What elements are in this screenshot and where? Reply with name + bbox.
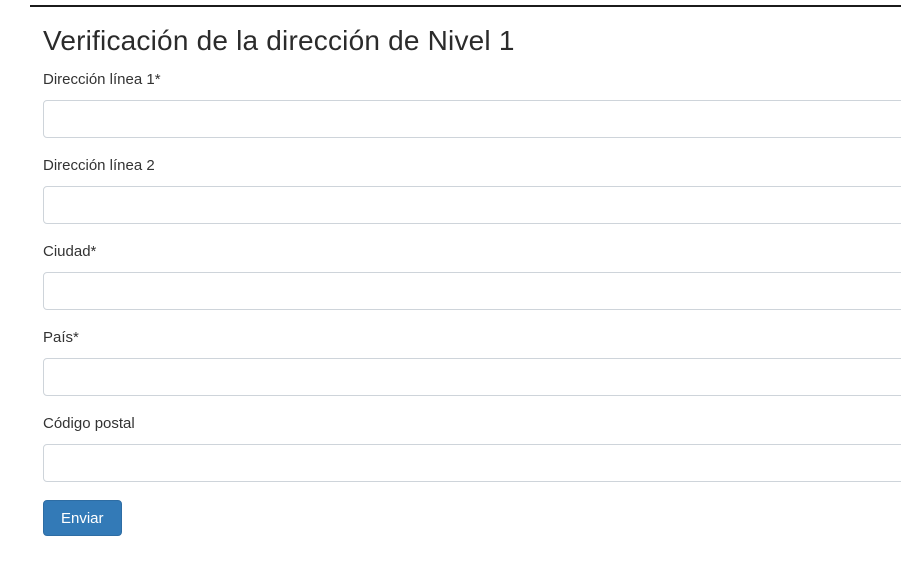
- postal-code-label-text: Código postal: [43, 414, 135, 432]
- address-line-1-input[interactable]: [43, 99, 901, 138]
- required-asterisk: *: [73, 328, 79, 346]
- address-line-2-label: Dirección línea 2: [43, 156, 901, 176]
- country-label-text: País: [43, 328, 74, 346]
- city-label-text: Ciudad: [43, 242, 91, 260]
- city-label: Ciudad*: [43, 242, 901, 262]
- country-input[interactable]: [43, 357, 901, 396]
- required-asterisk: *: [90, 242, 97, 260]
- top-divider-rule: [30, 5, 901, 7]
- address-verification-page: Verificación de la dirección de Nivel 1 …: [0, 24, 901, 536]
- address-verification-form: Dirección línea 1* Dirección línea 2 Ciu…: [43, 70, 901, 536]
- postal-code-label: Código postal: [43, 414, 901, 434]
- city-input[interactable]: [43, 271, 901, 310]
- address-line-1-label: Dirección línea 1*: [43, 70, 901, 90]
- form-group-country: País*: [43, 328, 901, 396]
- form-group-address-line-1: Dirección línea 1*: [43, 70, 901, 138]
- form-group-city: Ciudad*: [43, 242, 901, 310]
- page-title: Verificación de la dirección de Nivel 1: [43, 25, 515, 56]
- submit-button[interactable]: Enviar: [43, 499, 122, 536]
- address-line-1-label-text: Dirección línea 1: [43, 70, 155, 88]
- country-label: País*: [43, 328, 901, 348]
- form-group-address-line-2: Dirección línea 2: [43, 156, 901, 224]
- required-asterisk: *: [154, 70, 161, 88]
- address-line-2-label-text: Dirección línea 2: [43, 156, 155, 174]
- postal-code-input[interactable]: [43, 443, 901, 482]
- address-line-2-input[interactable]: [43, 185, 901, 224]
- form-group-postal-code: Código postal: [43, 414, 901, 482]
